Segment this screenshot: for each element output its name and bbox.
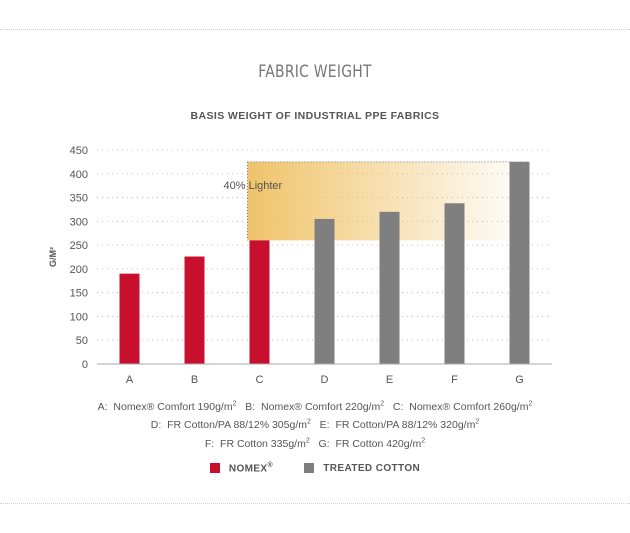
- bar-c: [249, 240, 270, 364]
- y-tick-label: 200: [70, 264, 88, 276]
- top-divider: [0, 29, 630, 30]
- chart-title: BASIS WEIGHT OF INDUSTRIAL PPE FABRICS: [190, 110, 440, 122]
- y-tick-label: 250: [70, 240, 88, 252]
- y-tick-label: 100: [70, 311, 88, 323]
- notes-line-1: A: Nomex® Comfort 190g/m2 B: Nomex® Comf…: [0, 396, 630, 415]
- legend-swatch-nomex: [209, 463, 220, 474]
- chart-notes: A: Nomex® Comfort 190g/m2 B: Nomex® Comf…: [0, 396, 630, 452]
- note-e: E: FR Cotton/PA 88/12% 320g/m2: [319, 418, 480, 432]
- annotation-label: 40% Lighter: [224, 180, 283, 192]
- bar-g: [509, 161, 530, 364]
- y-tick-label: 350: [70, 193, 88, 205]
- x-tick-label: C: [256, 374, 264, 386]
- note-d: D: FR Cotton/PA 88/12% 305g/m2: [150, 418, 311, 432]
- y-tick-label: 50: [76, 335, 88, 347]
- legend-item-treated-cotton: TREATED COTTON: [304, 463, 420, 474]
- note-f: F: FR Cotton 335g/m2: [204, 437, 310, 450]
- y-tick-label: 400: [70, 169, 88, 181]
- chart-legend: NOMEX® TREATED COTTON: [0, 462, 630, 476]
- x-tick-label: B: [191, 374, 198, 386]
- legend-swatch-treated-cotton: [304, 463, 315, 474]
- bar-d: [314, 218, 335, 364]
- note-g: G: FR Cotton 420g/m2: [318, 437, 426, 450]
- y-axis-label: G/M²: [48, 247, 58, 267]
- bar-b: [184, 256, 205, 364]
- y-tick-label: 150: [70, 288, 88, 300]
- bar-a: [119, 273, 140, 364]
- bottom-divider: [0, 503, 630, 504]
- x-tick-label: F: [451, 374, 458, 386]
- legend-item-nomex: NOMEX®: [209, 462, 274, 475]
- note-a: A: Nomex® Comfort 190g/m2: [97, 400, 237, 413]
- bar-f: [444, 203, 465, 364]
- x-tick-label: E: [386, 374, 393, 386]
- bar-e: [379, 211, 400, 364]
- legend-label-nomex: NOMEX®: [228, 462, 274, 475]
- note-b: B: Nomex® Comfort 220g/m2: [245, 400, 385, 413]
- x-tick-label: A: [126, 374, 134, 386]
- y-tick-label: 450: [70, 145, 88, 157]
- y-tick-label: 300: [70, 216, 88, 228]
- notes-line-2: D: FR Cotton/PA 88/12% 305g/m2 E: FR Cot…: [0, 415, 630, 434]
- note-c: C: Nomex® Comfort 260g/m2: [392, 400, 533, 413]
- x-tick-label: G: [515, 374, 524, 386]
- page-heading: FABRIC WEIGHT: [258, 62, 372, 82]
- notes-line-3: F: FR Cotton 335g/m2 G: FR Cotton 420g/m…: [0, 433, 630, 452]
- x-tick-label: D: [321, 374, 329, 386]
- y-tick-label: 0: [82, 359, 88, 371]
- legend-label-treated-cotton: TREATED COTTON: [323, 462, 421, 474]
